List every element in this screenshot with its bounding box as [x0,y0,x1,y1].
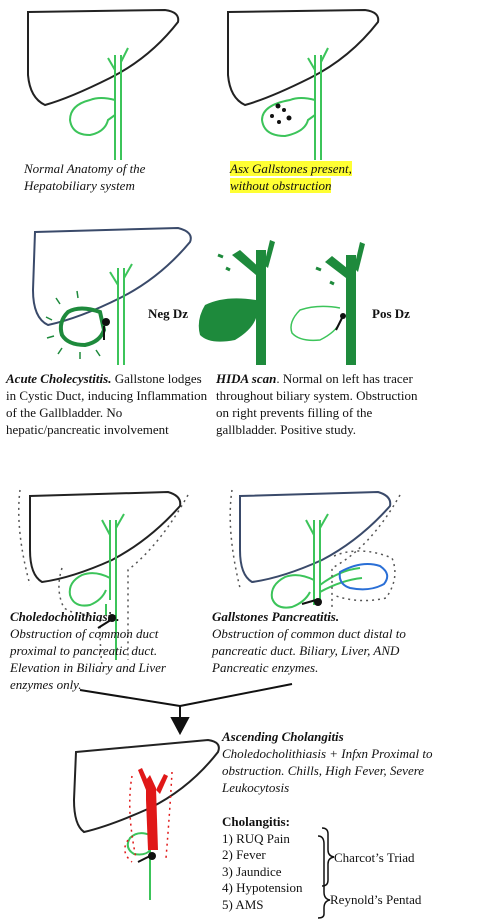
cholangitis-infection [138,768,168,850]
normal-liver [27,8,180,107]
pentad-brace [317,835,331,919]
pancreatitis-liver [239,490,392,584]
hida-caption: HIDA scan. Normal on left has tracer thr… [216,370,431,438]
hida-title: HIDA scan [216,371,277,386]
pos-dz-label: Pos Dz [372,306,410,321]
hida-text: . Normal on left has tracer throughout b… [216,371,418,437]
reynold-pentad-label: Reynold’s Pentad [330,892,422,907]
cholangitis-list: Cholangitis: 1) RUQ Pain 2) Fever 3) Jau… [222,814,342,913]
choledo-ducts [68,513,125,660]
charcot-triad-label: Charcot’s Triad [334,850,415,865]
cholangitis-caption: Ascending Cholangitis Choledocholithiasi… [222,728,482,796]
neg-dz-label: Neg Dz [148,306,189,321]
pancreatitis-text: Obstruction of common duct distal to pan… [212,626,406,675]
acute-liver [31,226,192,327]
acute-caption: Acute Cholecystitis. Gallstone lodges in… [6,370,211,438]
asx-liver [227,8,380,107]
pancreatitis-inflammation [229,489,401,610]
asx-caption-text: Asx Gallstones present, without obstruct… [230,161,352,193]
convergence-arrow [79,683,293,736]
list-title: Cholangitis: [222,814,290,829]
choledo-caption: Choledocholithiasis. Obstruction of comm… [10,608,190,693]
list-item: 4) Hypotension [222,880,303,895]
acute-gallbladder [45,290,110,359]
pancreatitis-caption: Gallstones Pancreatitis. Obstruction of … [212,608,427,676]
hida-pos-figure [290,242,365,365]
asx-ducts [260,47,329,160]
acute-text: Gallstone lodges in Cystic Duct, inducin… [6,371,208,437]
pancreatitis-ducts [270,513,363,609]
asx-caption: Asx Gallstones present, without obstruct… [230,160,390,194]
triad-brace [321,827,335,887]
choledo-stone [97,614,116,629]
cholangitis-inflammation [124,771,173,863]
choledo-inflammation [18,489,189,666]
list-item: 5) AMS [222,896,264,912]
normal-ducts [68,47,129,160]
pancreas [338,563,389,591]
hida-neg-figure [198,240,275,365]
list-item: 3) Jaundice [222,863,282,879]
pancreatitis-title: Gallstones Pancreatitis. [212,609,340,624]
asx-stones [270,103,292,124]
cholangitis-title: Ascending Cholangitis [222,729,344,744]
acute-ducts [109,263,133,365]
choledo-title: Choledocholithiasis. [10,609,120,624]
acute-title: Acute Cholecystitis. [6,371,112,386]
list-item: 1) RUQ Pain [222,830,290,846]
choledo-text: Obstruction of common duct proximal to p… [10,626,166,692]
list-item: 2) Fever [222,847,266,862]
cholangitis-text: Choledocholithiasis + Infxn Proximal to … [222,746,433,795]
pancreatitis-stone [301,598,322,606]
normal-caption: Normal Anatomy of the Hepatobiliary syst… [24,161,146,193]
choledo-liver [29,490,182,584]
cholangitis-stone [137,852,156,863]
